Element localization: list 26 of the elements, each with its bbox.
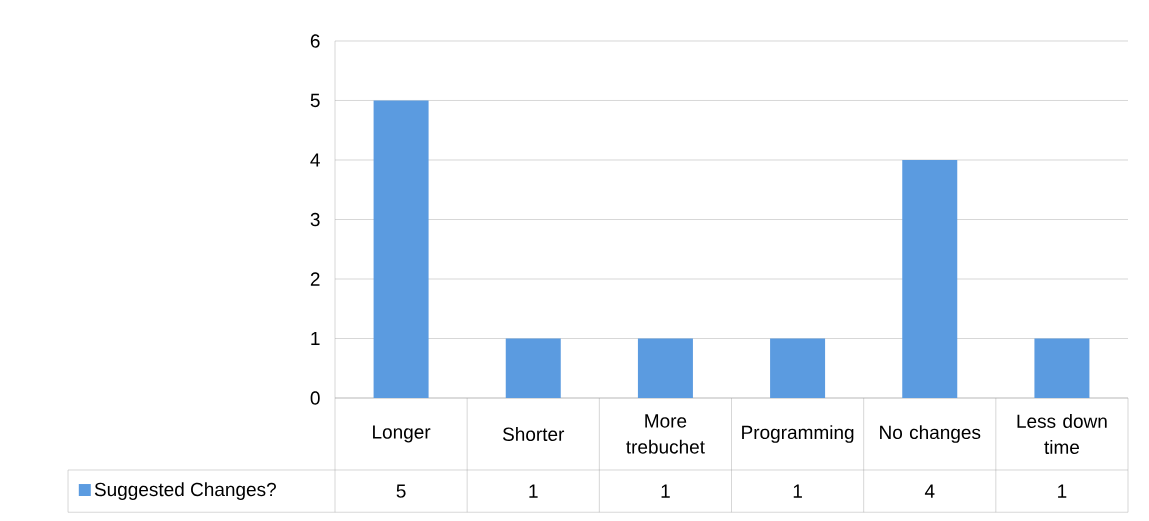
data-label: 1 <box>1058 484 1067 498</box>
bar <box>505 338 561 398</box>
x-tick-label: Programming <box>742 425 854 443</box>
data-label: 1 <box>529 484 538 498</box>
y-tick-label: 0 <box>310 391 320 405</box>
x-tick-label: Longer <box>373 425 431 443</box>
data-label: 4 <box>924 484 935 498</box>
bar <box>637 338 693 398</box>
bar <box>770 338 826 398</box>
bar <box>902 160 958 398</box>
y-tick-label: 5 <box>310 93 320 108</box>
y-tick-label: 2 <box>310 272 320 286</box>
legend-label: Suggested Changes? <box>94 482 276 500</box>
y-tick-label: 3 <box>310 212 320 227</box>
x-tick-label: Shorter <box>502 427 565 441</box>
x-tick-label: More trebuchet <box>626 414 705 454</box>
x-tick-label: No changes <box>880 425 981 443</box>
data-label: 5 <box>396 484 406 498</box>
y-tick-label: 6 <box>310 34 320 48</box>
y-tick-label: 4 <box>310 153 320 167</box>
data-label: 1 <box>661 484 670 498</box>
x-tick-label: Less down time <box>1017 414 1107 454</box>
data-label: 1 <box>793 484 802 498</box>
y-tick-label: 1 <box>311 331 320 346</box>
bar <box>373 100 429 398</box>
bar <box>1034 338 1090 398</box>
